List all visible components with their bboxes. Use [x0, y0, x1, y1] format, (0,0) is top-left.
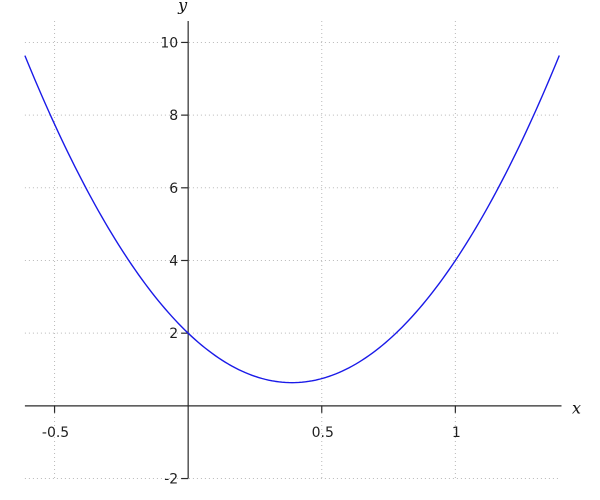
tick-labels-layer: -0.5 0.5 1 -2 2 4 6 8 10 — [42, 35, 461, 487]
grid-layer — [24, 21, 560, 480]
x-tick-label: -0.5 — [42, 425, 69, 441]
y-tick-label: 2 — [169, 326, 178, 342]
x-tick-label: 1 — [452, 425, 461, 441]
x-axis-label: x — [572, 399, 581, 418]
x-tick-label: 0.5 — [312, 425, 334, 441]
y-tick-label: 10 — [160, 35, 178, 51]
y-tick-label: -2 — [164, 472, 178, 488]
function-curve — [24, 55, 560, 384]
y-tick-label: 4 — [169, 253, 178, 269]
y-axis-label: y — [177, 0, 188, 15]
axes-layer — [24, 21, 562, 480]
y-tick-label: 8 — [169, 108, 178, 124]
y-tick-label: 6 — [169, 181, 178, 197]
